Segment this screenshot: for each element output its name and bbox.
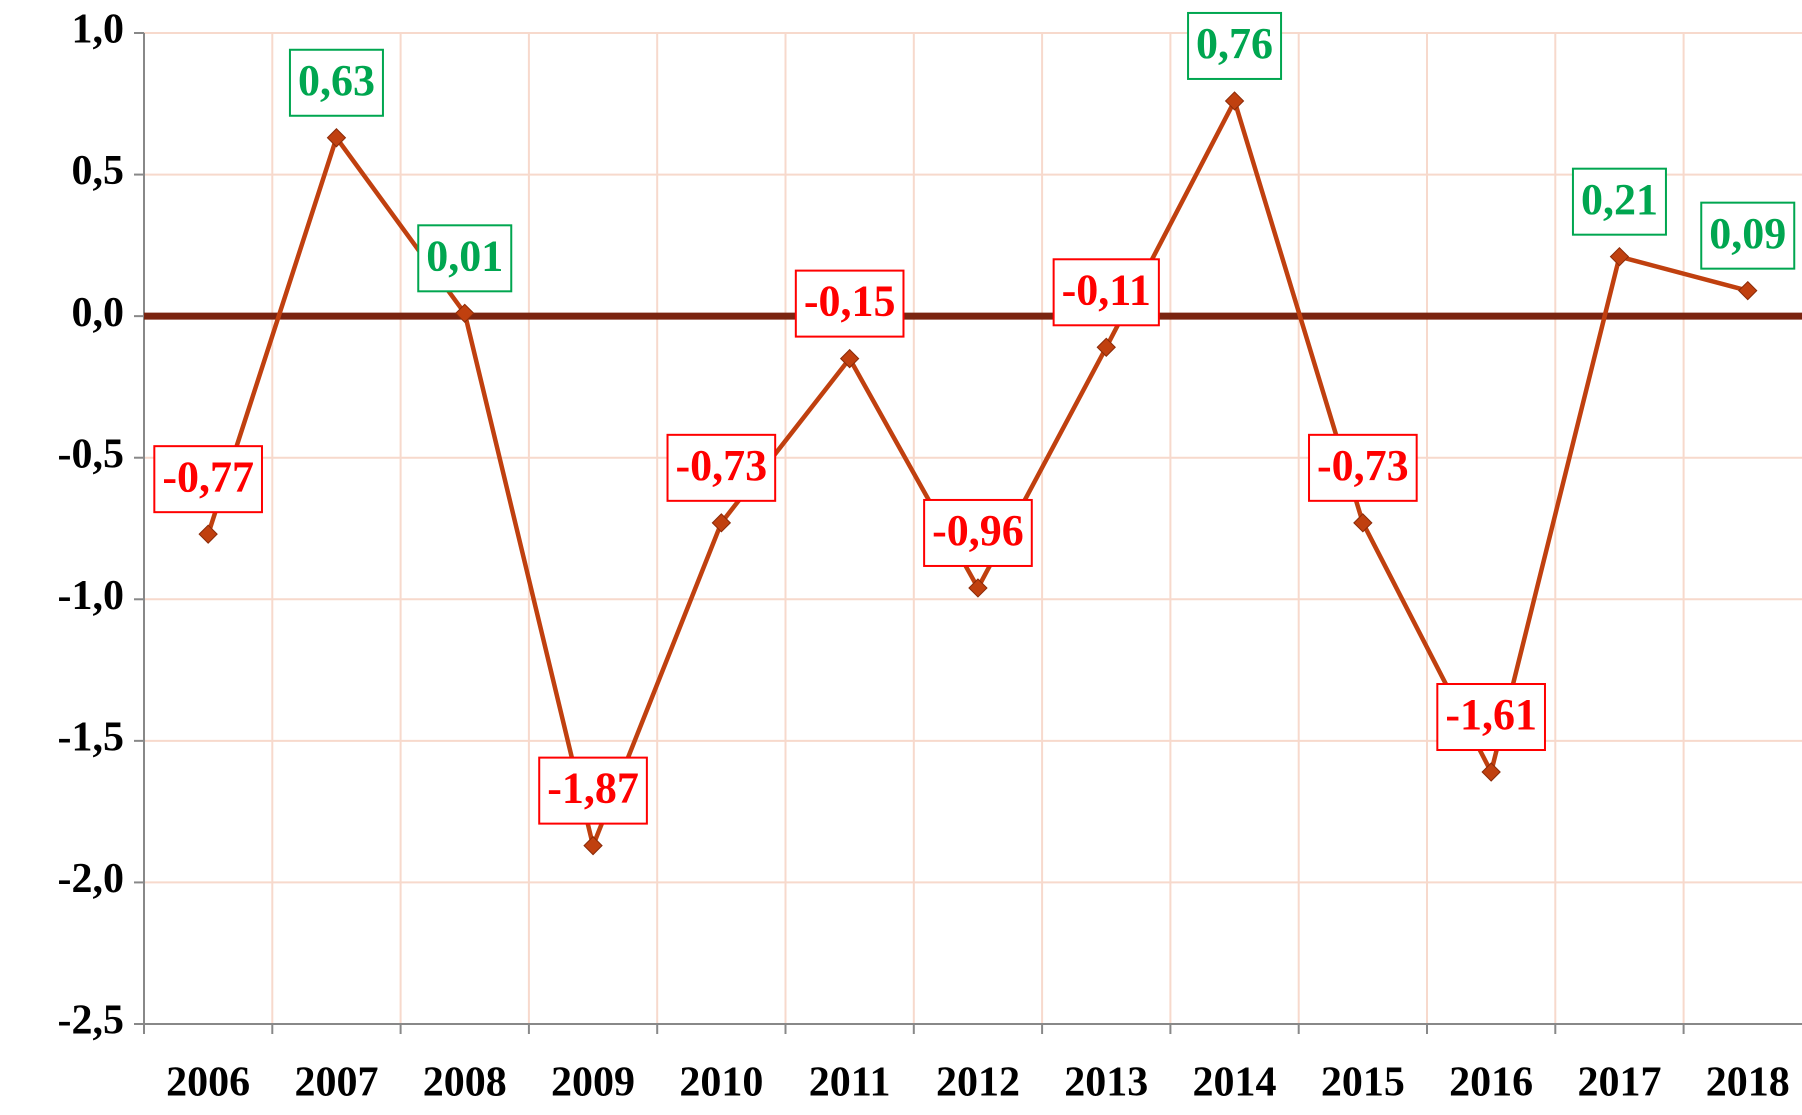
marker xyxy=(711,513,732,533)
marker xyxy=(455,303,475,324)
data-label-box: -0,73 xyxy=(666,433,777,502)
data-label-box: -0,77 xyxy=(153,445,263,514)
marker xyxy=(326,128,347,148)
data-label-frame xyxy=(923,498,1033,567)
x-tick-label: 2009 xyxy=(551,1060,635,1106)
data-label-frame xyxy=(1308,433,1418,502)
data-label-box: -0,96 xyxy=(923,498,1033,567)
marker xyxy=(1224,91,1245,111)
marker xyxy=(839,348,860,369)
y-tick-label: -0,5 xyxy=(58,431,125,477)
data-label-box: 0,09 xyxy=(1700,201,1796,270)
data-label-frame xyxy=(794,269,905,338)
marker xyxy=(1481,762,1501,782)
data-label-frame xyxy=(1436,683,1546,752)
data-label: -0,73 xyxy=(1317,441,1409,490)
data-label: -1,61 xyxy=(1445,690,1537,739)
x-tick-label: 2012 xyxy=(936,1060,1020,1106)
x-tick-label: 2011 xyxy=(809,1060,891,1106)
data-label-box: 0,63 xyxy=(288,48,384,117)
data-label-frame xyxy=(417,224,513,293)
x-tick-label: 2016 xyxy=(1449,1060,1533,1106)
data-label-box: 0,76 xyxy=(1187,11,1283,80)
x-tick-label: 2015 xyxy=(1321,1060,1405,1106)
data-label: 0,76 xyxy=(1196,19,1273,68)
data-label-frame xyxy=(1052,258,1160,327)
data-label: -0,11 xyxy=(1062,265,1151,314)
data-label: -0,15 xyxy=(804,277,896,326)
marker xyxy=(583,835,603,856)
x-tick-label: 2008 xyxy=(423,1060,507,1106)
y-tick-label: -2,5 xyxy=(58,998,125,1044)
data-label: -0,73 xyxy=(676,441,768,490)
data-label: 0,01 xyxy=(426,231,503,280)
data-label-box: -1,61 xyxy=(1436,683,1546,752)
data-label-frame xyxy=(153,445,263,514)
data-label: 0,09 xyxy=(1709,209,1786,258)
data-label-frame xyxy=(538,756,648,825)
marker xyxy=(968,578,988,598)
data-label: 0,21 xyxy=(1581,175,1658,224)
y-tick-label: 0,5 xyxy=(72,148,125,194)
x-tick-label: 2013 xyxy=(1064,1060,1148,1106)
data-label-frame xyxy=(666,433,777,502)
x-tick-label: 2017 xyxy=(1577,1060,1661,1106)
marker xyxy=(1096,337,1116,357)
data-label-frame xyxy=(1700,201,1796,270)
y-tick-label: 1,0 xyxy=(72,7,125,53)
marker xyxy=(1738,280,1758,301)
x-tick-label: 2018 xyxy=(1706,1060,1790,1106)
data-label-frame xyxy=(1187,11,1283,80)
marker xyxy=(1353,513,1373,533)
data-label-box: -0,11 xyxy=(1052,258,1160,327)
marker xyxy=(198,524,218,544)
data-label: 0,63 xyxy=(298,56,375,105)
data-label: -0,96 xyxy=(932,506,1024,555)
data-label-box: 0,01 xyxy=(417,224,513,293)
data-label: -1,87 xyxy=(547,764,639,813)
y-tick-label: -1,0 xyxy=(58,573,125,619)
data-label-box: -0,73 xyxy=(1308,433,1418,502)
marker xyxy=(1609,246,1630,267)
data-label-box: -0,15 xyxy=(794,269,905,338)
data-label-frame xyxy=(1571,167,1667,236)
y-tick-label: -1,5 xyxy=(58,714,125,760)
x-tick-label: 2007 xyxy=(294,1060,378,1106)
data-label-box: 0,21 xyxy=(1571,167,1667,236)
data-label-frame xyxy=(288,48,384,117)
data-label-box: -1,87 xyxy=(538,756,648,825)
data-label: -0,77 xyxy=(162,452,254,501)
y-tick-label: -2,0 xyxy=(58,856,125,902)
x-tick-label: 2010 xyxy=(679,1060,763,1106)
x-tick-label: 2014 xyxy=(1193,1060,1277,1106)
x-tick-label: 2006 xyxy=(166,1060,250,1106)
y-tick-label: 0,0 xyxy=(72,290,125,336)
